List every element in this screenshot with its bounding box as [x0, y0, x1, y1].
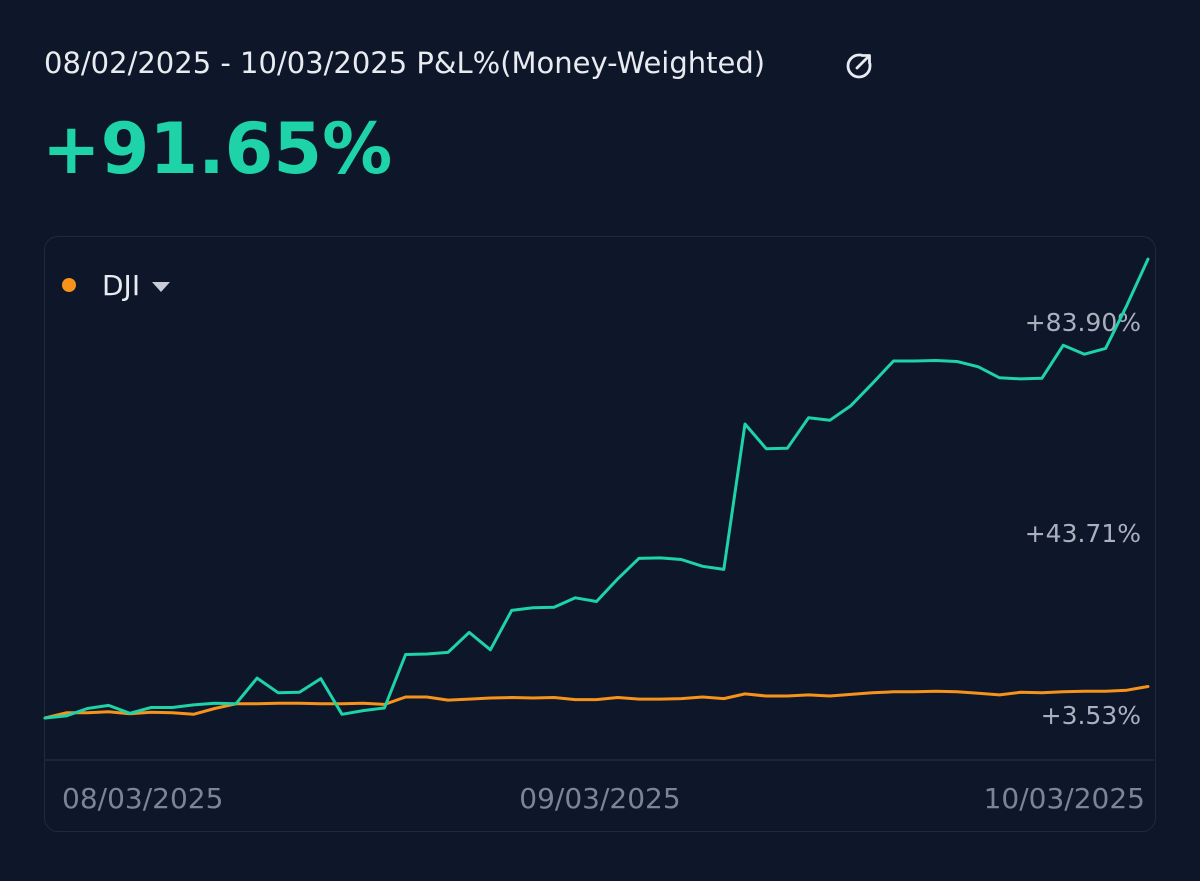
benchmark-dot [62, 278, 76, 292]
x-tick-label: 08/03/2025 [62, 782, 223, 815]
series-line-portfolio [43, 257, 1150, 720]
share-icon[interactable] [843, 50, 875, 82]
page-title: 08/02/2025 - 10/03/2025 P&L%(Money-Weigh… [44, 46, 766, 80]
pnl-value: +91.65% [42, 108, 393, 190]
x-tick-label: 09/03/2025 [519, 782, 680, 815]
benchmark-selector[interactable]: DJI [62, 268, 171, 302]
y-tick-label: +3.53% [1041, 701, 1141, 730]
x-tick-label: 10/03/2025 [984, 782, 1145, 815]
benchmark-label: DJI [102, 268, 141, 302]
chart-card [44, 236, 1156, 832]
chevron-down-icon [152, 281, 171, 292]
y-tick-label: +43.71% [1025, 519, 1141, 548]
series-line-dji [43, 685, 1150, 720]
